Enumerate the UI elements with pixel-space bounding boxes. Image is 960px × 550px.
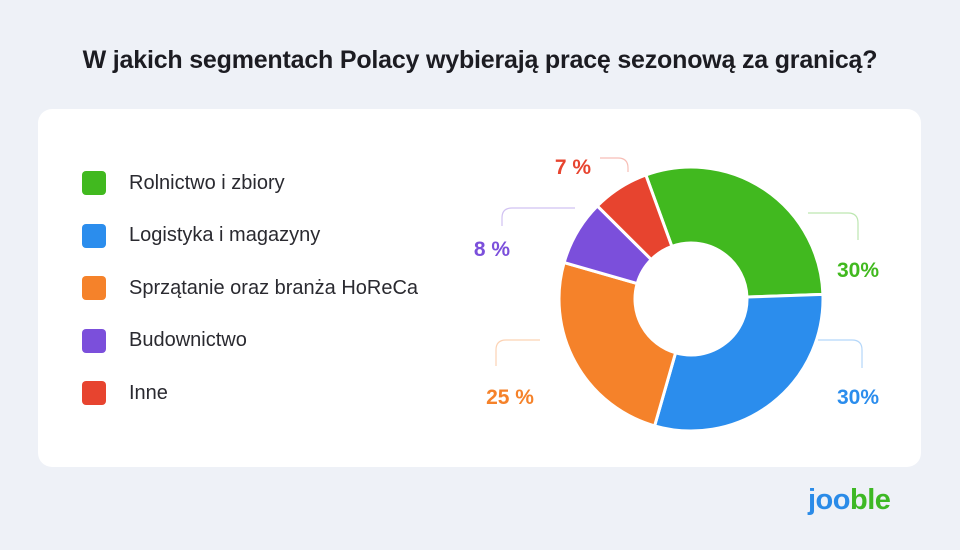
slice-cleaning-horeca xyxy=(557,260,678,428)
leader-line-construction xyxy=(501,207,575,226)
logo-part-1: joo xyxy=(808,484,851,516)
legend-label: Logistyka i magazyny xyxy=(129,224,321,246)
slice-other xyxy=(595,173,674,262)
legend-swatch xyxy=(82,171,106,195)
legend-label: Rolnictwo i zbiory xyxy=(129,171,285,194)
legend-item-construction: Budownictwo xyxy=(82,326,418,356)
legend-item-agriculture: Rolnictwo i zbiory xyxy=(82,168,418,198)
leader-line-agriculture xyxy=(808,212,859,240)
legend-item-other: Inne xyxy=(82,378,418,408)
value-label-agriculture: 30% xyxy=(837,259,879,282)
legend-label: Budownictwo xyxy=(129,329,247,351)
legend-swatch xyxy=(82,328,106,353)
legend-swatch xyxy=(82,381,106,405)
legend-label: Inne xyxy=(129,381,168,404)
value-label-construction: 8 % xyxy=(474,238,511,261)
legend-swatch xyxy=(82,223,106,248)
slice-agriculture xyxy=(643,165,825,299)
legend-item-logistics: Logistyka i magazyny xyxy=(82,221,418,251)
value-label-cleaning-horeca: 25 % xyxy=(486,386,534,409)
legend-swatch xyxy=(82,276,106,300)
legend-item-cleaning-horeca: Sprzątanie oraz branża HoReCa xyxy=(82,273,418,303)
value-label-other: 7 % xyxy=(555,156,592,179)
legend: Rolnictwo i zbiory Logistyka i magazyny … xyxy=(82,168,418,431)
slice-logistics xyxy=(652,292,825,433)
legend-label: Sprzątanie oraz branża HoReCa xyxy=(129,276,419,299)
logo-part-2: ble xyxy=(850,484,891,516)
leader-line-other xyxy=(600,157,629,172)
value-label-logistics: 30% xyxy=(837,386,879,409)
jooble-logo: jooble xyxy=(808,484,891,517)
leader-line-cleaning-horeca xyxy=(495,339,540,366)
chart-title: W jakich segmentach Polacy wybierają pra… xyxy=(82,46,878,74)
leader-line-logistics xyxy=(818,339,863,368)
